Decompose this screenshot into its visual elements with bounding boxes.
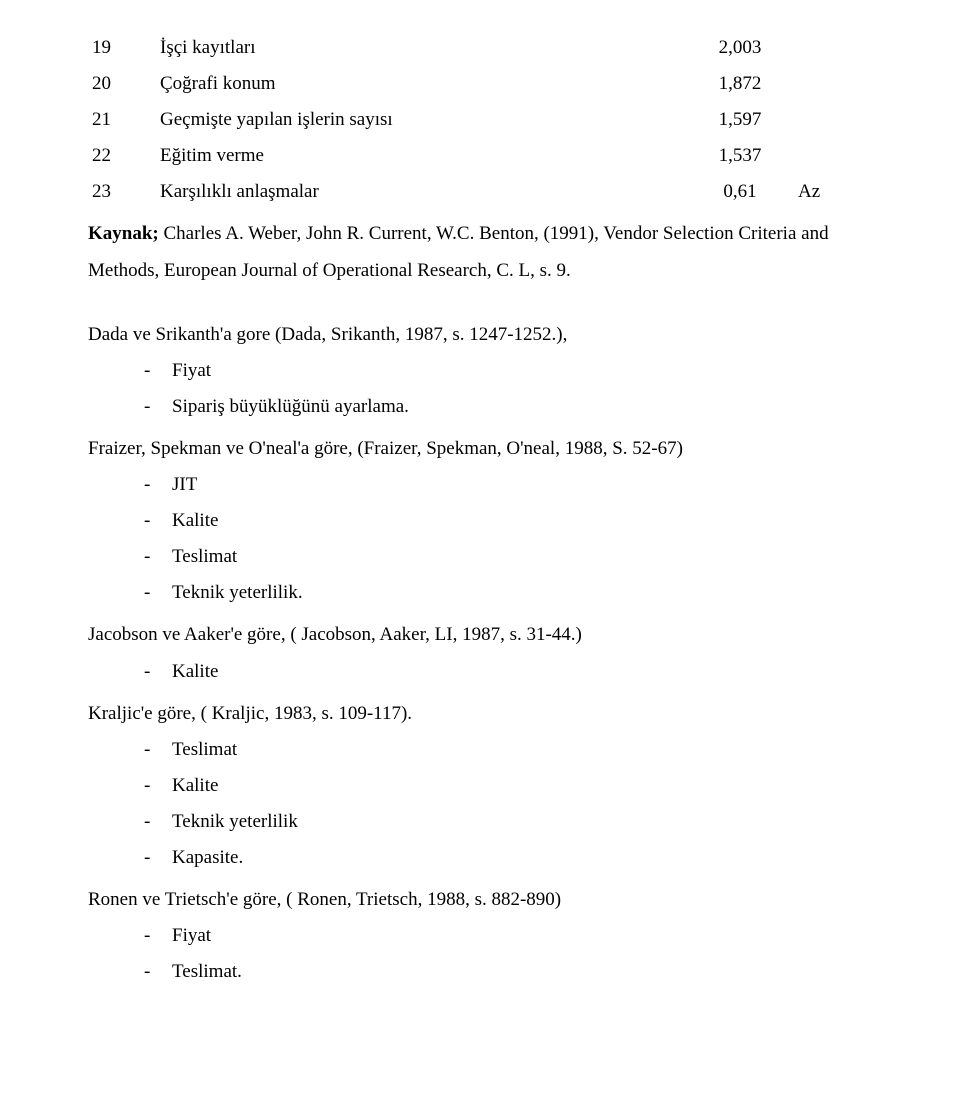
table-row: 22 Eğitim verme 1,537	[88, 138, 872, 174]
list-item: Kapasite.	[144, 840, 872, 876]
list-item: Teknik yeterlilik	[144, 804, 872, 840]
list-item: Teslimat	[144, 732, 872, 768]
section-intro: Dada ve Srikanth'a gore (Dada, Srikanth,…	[88, 317, 872, 353]
row-extra	[794, 138, 872, 174]
table-row: 23 Karşılıklı anlaşmalar 0,61 Az	[88, 174, 872, 210]
section-intro: Fraizer, Spekman ve O'neal'a göre, (Frai…	[88, 431, 872, 467]
criteria-table: 19 İşçi kayıtları 2,003 20 Çoğrafi konum…	[88, 30, 872, 210]
list-item: Teknik yeterlilik.	[144, 575, 872, 611]
table-row: 21 Geçmişte yapılan işlerin sayısı 1,597	[88, 102, 872, 138]
list-item: Fiyat	[144, 918, 872, 954]
source-text: Charles A. Weber, John R. Current, W.C. …	[88, 223, 829, 280]
row-value: 1,597	[686, 102, 794, 138]
row-value: 0,61	[686, 174, 794, 210]
row-label: Eğitim verme	[156, 138, 686, 174]
row-num: 22	[88, 138, 156, 174]
row-value: 1,872	[686, 66, 794, 102]
list-item: Kalite	[144, 503, 872, 539]
source-label: Kaynak;	[88, 223, 159, 244]
source-citation: Kaynak; Charles A. Weber, John R. Curren…	[88, 216, 872, 288]
section-intro: Kraljic'e göre, ( Kraljic, 1983, s. 109-…	[88, 696, 872, 732]
list-item: Kalite	[144, 654, 872, 690]
bullet-list: Fiyat Teslimat.	[88, 918, 872, 990]
row-num: 21	[88, 102, 156, 138]
row-label: Çoğrafi konum	[156, 66, 686, 102]
row-num: 19	[88, 30, 156, 66]
bullet-list: Teslimat Kalite Teknik yeterlilik Kapasi…	[88, 732, 872, 876]
table-row: 19 İşçi kayıtları 2,003	[88, 30, 872, 66]
row-extra	[794, 102, 872, 138]
bullet-list: Kalite	[88, 654, 872, 690]
row-extra	[794, 30, 872, 66]
row-value: 1,537	[686, 138, 794, 174]
bullet-list: JIT Kalite Teslimat Teknik yeterlilik.	[88, 467, 872, 611]
row-label: İşçi kayıtları	[156, 30, 686, 66]
list-item: Fiyat	[144, 353, 872, 389]
section-intro: Jacobson ve Aaker'e göre, ( Jacobson, Aa…	[88, 617, 872, 653]
table-row: 20 Çoğrafi konum 1,872	[88, 66, 872, 102]
bullet-list: Fiyat Sipariş büyüklüğünü ayarlama.	[88, 353, 872, 425]
list-item: JIT	[144, 467, 872, 503]
row-extra	[794, 66, 872, 102]
row-label: Geçmişte yapılan işlerin sayısı	[156, 102, 686, 138]
row-num: 23	[88, 174, 156, 210]
row-extra: Az	[794, 174, 872, 210]
list-item: Kalite	[144, 768, 872, 804]
document-page: 19 İşçi kayıtları 2,003 20 Çoğrafi konum…	[0, 0, 960, 1096]
section-intro: Ronen ve Trietsch'e göre, ( Ronen, Triet…	[88, 882, 872, 918]
list-item: Teslimat.	[144, 954, 872, 990]
row-label: Karşılıklı anlaşmalar	[156, 174, 686, 210]
row-num: 20	[88, 66, 156, 102]
list-item: Teslimat	[144, 539, 872, 575]
row-value: 2,003	[686, 30, 794, 66]
list-item: Sipariş büyüklüğünü ayarlama.	[144, 389, 872, 425]
